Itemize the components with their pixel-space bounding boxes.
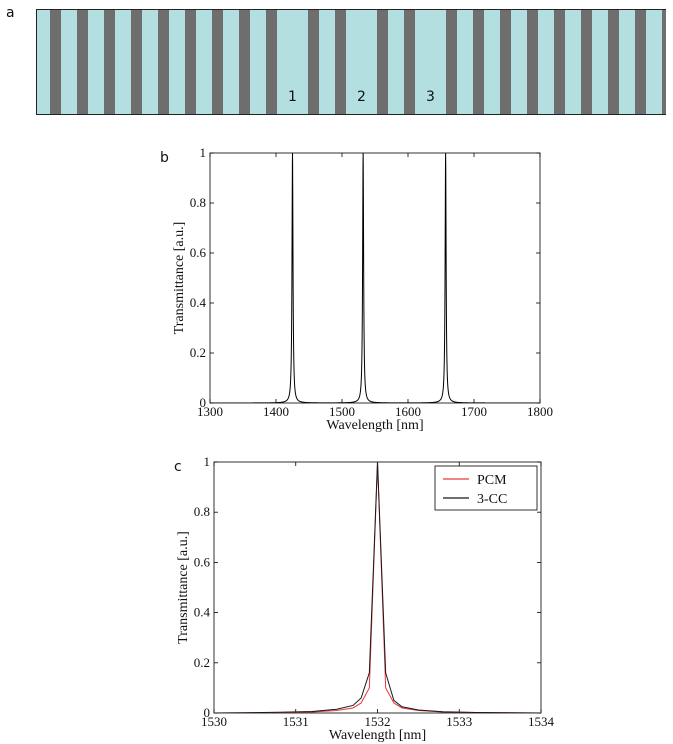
y-tick-label: 0.4: [194, 605, 211, 620]
series-line: [214, 462, 541, 713]
cavity-label: 2: [357, 89, 366, 105]
dark-layer: [608, 9, 619, 115]
y-tick-label: 0.4: [190, 295, 207, 310]
dark-layer: [77, 9, 88, 115]
light-layer: [592, 9, 608, 115]
dark-layer: [158, 9, 169, 115]
dark-layer: [554, 9, 565, 115]
light-layer: [169, 9, 185, 115]
light-layer: [196, 9, 212, 115]
light-layer: [646, 9, 662, 115]
light-layer: [484, 9, 500, 115]
dark-layer: [212, 9, 223, 115]
dark-layer: [131, 9, 142, 115]
dark-layer: [404, 9, 415, 115]
panel-label-b: b: [160, 150, 169, 166]
dark-layer: [266, 9, 277, 115]
legend-entry: 3-CC: [477, 492, 507, 507]
x-tick-label: 1700: [461, 404, 487, 419]
chart-c: 1530 1531 1532 1533 1534 0 0.2 0.4 0.6 0.8 1 Wavele…: [176, 454, 555, 743]
x-axis-label: Wavelength [nm]: [329, 728, 426, 743]
light-layer: [538, 9, 554, 115]
y-tick-label: 0.6: [190, 245, 207, 260]
x-tick-label: 1400: [263, 404, 289, 419]
panel-label-c: c: [174, 459, 182, 475]
light-layer: [36, 9, 50, 115]
light-layer: [223, 9, 239, 115]
x-tick-label: 1500: [329, 404, 355, 419]
light-layer: [142, 9, 158, 115]
series-group: [210, 153, 540, 403]
light-layer: [319, 9, 335, 115]
dark-layer: [239, 9, 250, 115]
cavity-label: 3: [426, 89, 435, 105]
y-tick-label: 0.8: [190, 195, 206, 210]
y-tick-label: 0: [200, 395, 207, 410]
light-layer: [415, 9, 446, 115]
x-tick-label: 1532: [365, 714, 391, 729]
dark-layer: [50, 9, 61, 115]
dark-layer: [662, 9, 666, 115]
light-layer: [511, 9, 527, 115]
y-tick-label: 1: [200, 145, 207, 160]
dark-layer: [185, 9, 196, 115]
dark-layer: [446, 9, 457, 115]
legend-entry: PCM: [477, 473, 507, 488]
series-group: [214, 462, 541, 713]
y-tick-label: 0.6: [194, 554, 211, 569]
light-layer: [61, 9, 77, 115]
chart-b: 1300 1400 1500 1600 1700 1800 0 0.2 0.4 0.6 0.8 1 Wa…: [172, 145, 553, 433]
x-tick-label: 1530: [201, 714, 227, 729]
x-tick-label: 1534: [528, 714, 555, 729]
panel-label-a: a: [6, 5, 15, 21]
light-layer: [388, 9, 404, 115]
legend-box: [434, 465, 538, 511]
stack-border: [36, 9, 666, 115]
light-layer: [250, 9, 266, 115]
dark-layer: [527, 9, 538, 115]
y-axis-label: Transmittance [a.u.]: [172, 222, 187, 335]
dark-layer: [308, 9, 319, 115]
light-layer: [277, 9, 308, 115]
dark-layer: [335, 9, 346, 115]
series-line: [210, 153, 540, 403]
dark-layer: [473, 9, 484, 115]
light-layer: [88, 9, 104, 115]
x-tick-label: 1600: [395, 404, 421, 419]
y-tick-label: 1: [204, 454, 211, 469]
light-layer: [565, 9, 581, 115]
x-tick-label: 1533: [446, 714, 472, 729]
x-tick-label: 1800: [527, 404, 553, 419]
x-tick-label: 1531: [283, 714, 309, 729]
y-tick-label: 0: [204, 705, 211, 720]
light-layer: [346, 9, 377, 115]
layer-stack-diagram: 1 2 3: [36, 9, 666, 115]
light-layer: [457, 9, 473, 115]
y-tick-label: 0.2: [190, 345, 206, 360]
plot-frame: [209, 152, 541, 404]
dark-layer: [104, 9, 115, 115]
dark-layer: [500, 9, 511, 115]
light-layer: [115, 9, 131, 115]
x-tick-label: 1300: [197, 404, 223, 419]
light-layer: [619, 9, 635, 115]
y-axis-label: Transmittance [a.u.]: [176, 531, 191, 644]
dark-layer: [635, 9, 646, 115]
x-axis-label: Wavelength [nm]: [326, 418, 423, 433]
y-tick-label: 0.8: [194, 504, 210, 519]
dark-layer: [581, 9, 592, 115]
y-tick-label: 0.2: [194, 655, 210, 670]
cavity-label: 1: [288, 89, 297, 105]
dark-layer: [377, 9, 388, 115]
